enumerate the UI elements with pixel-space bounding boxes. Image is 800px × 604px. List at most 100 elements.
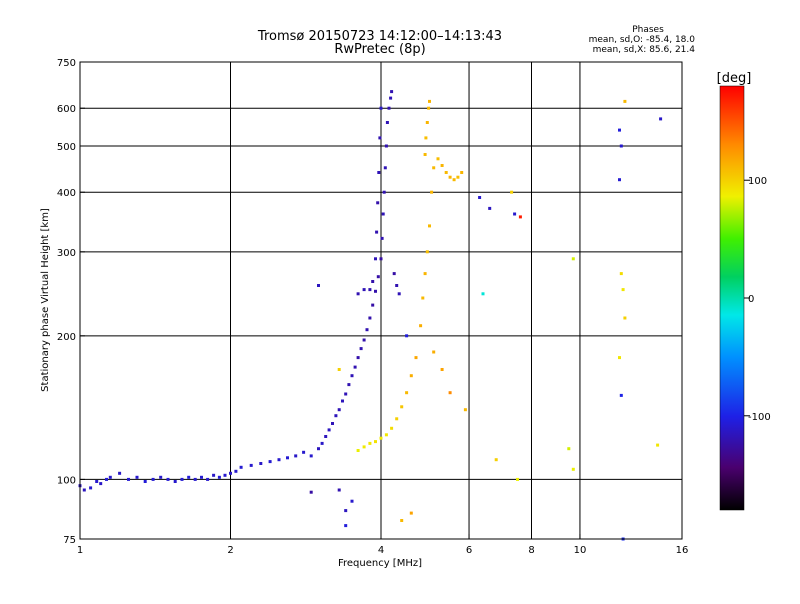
- x-tick-label: 1: [77, 545, 83, 556]
- data-point: [379, 257, 383, 261]
- data-point: [356, 292, 360, 296]
- data-point: [414, 356, 418, 360]
- data-point: [368, 441, 372, 445]
- data-point: [309, 490, 313, 494]
- data-point: [619, 144, 623, 148]
- data-point: [99, 482, 103, 486]
- data-point: [456, 175, 460, 179]
- data-point: [377, 171, 381, 174]
- data-point: [618, 128, 621, 132]
- y-tick-label: 500: [57, 142, 76, 153]
- x-tick-label: 10: [574, 545, 587, 556]
- data-point: [344, 524, 348, 528]
- data-point: [268, 460, 272, 464]
- data-point: [309, 454, 313, 458]
- data-point: [108, 475, 112, 479]
- data-point: [317, 447, 320, 451]
- data-point: [427, 106, 431, 110]
- data-point: [516, 477, 519, 481]
- data-point: [400, 405, 404, 409]
- data-point: [347, 383, 351, 387]
- data-point: [510, 190, 514, 194]
- data-point: [392, 272, 396, 276]
- stats-heading: Phases: [632, 25, 664, 35]
- data-point: [200, 475, 203, 479]
- chart-subtitle: RwPretec (8p): [334, 42, 425, 57]
- data-point: [173, 480, 177, 483]
- data-point: [356, 449, 360, 452]
- data-point: [571, 467, 575, 471]
- data-point: [187, 475, 191, 479]
- data-point: [193, 477, 197, 481]
- data-point: [89, 486, 93, 490]
- stats-o-mode: mean, sd,O: -85.4, 18.0: [589, 35, 696, 45]
- data-point: [371, 280, 375, 283]
- data-point: [395, 417, 399, 421]
- data-point: [623, 99, 627, 103]
- data-point: [212, 473, 216, 477]
- data-point: [375, 230, 379, 234]
- data-point: [206, 477, 210, 481]
- data-point: [82, 488, 86, 492]
- data-point: [302, 450, 306, 454]
- data-point: [432, 350, 436, 354]
- data-point: [425, 121, 429, 124]
- data-point: [481, 292, 485, 296]
- data-point: [448, 175, 452, 179]
- data-point: [430, 190, 434, 194]
- data-point: [382, 190, 386, 194]
- data-point: [452, 178, 456, 182]
- data-point: [337, 488, 341, 492]
- data-point: [384, 433, 388, 437]
- data-point: [118, 471, 122, 475]
- data-point: [239, 465, 243, 469]
- data-point: [397, 292, 401, 296]
- data-point: [127, 477, 130, 481]
- y-tick-label: 400: [57, 188, 76, 199]
- data-point: [419, 324, 423, 328]
- y-tick-label: 600: [57, 104, 76, 115]
- data-point: [135, 475, 139, 479]
- x-tick-label: 6: [466, 545, 472, 556]
- data-point: [428, 99, 431, 103]
- data-point: [143, 480, 147, 483]
- data-point: [376, 201, 380, 205]
- data-point: [448, 391, 452, 395]
- data-point: [359, 347, 363, 351]
- data-point: [494, 458, 498, 462]
- data-point: [277, 458, 281, 462]
- colorbar-tick-label: -100: [748, 412, 771, 423]
- data-point: [405, 391, 409, 395]
- data-point: [421, 296, 425, 300]
- data-point: [436, 157, 440, 161]
- data-point: [166, 477, 170, 481]
- data-point: [294, 454, 298, 458]
- data-point: [621, 288, 625, 292]
- data-point: [423, 272, 427, 276]
- data-point: [344, 509, 348, 513]
- data-point: [95, 480, 99, 483]
- data-point: [249, 463, 253, 467]
- data-point: [518, 215, 522, 219]
- data-point: [405, 334, 409, 338]
- data-point: [229, 471, 232, 475]
- data-point: [379, 436, 383, 440]
- data-point: [390, 90, 394, 94]
- x-axis-label: Frequency [MHz]: [338, 558, 422, 569]
- data-point: [353, 365, 357, 369]
- chart-title: Tromsø 20150723 14:12:00–14:13:43: [257, 29, 502, 44]
- data-point: [286, 456, 289, 460]
- data-point: [151, 477, 155, 481]
- data-point: [478, 196, 482, 199]
- data-point: [371, 303, 375, 307]
- x-tick-label: 16: [676, 545, 689, 556]
- data-point: [217, 475, 221, 479]
- data-point: [362, 338, 366, 342]
- y-tick-label: 200: [57, 332, 76, 343]
- axis-ticks: 1 2 4 6 8 10 16 75 100 200 300 400 500 600 750: [57, 58, 688, 556]
- data-point: [159, 475, 163, 479]
- data-point: [409, 511, 413, 515]
- data-point: [463, 408, 467, 412]
